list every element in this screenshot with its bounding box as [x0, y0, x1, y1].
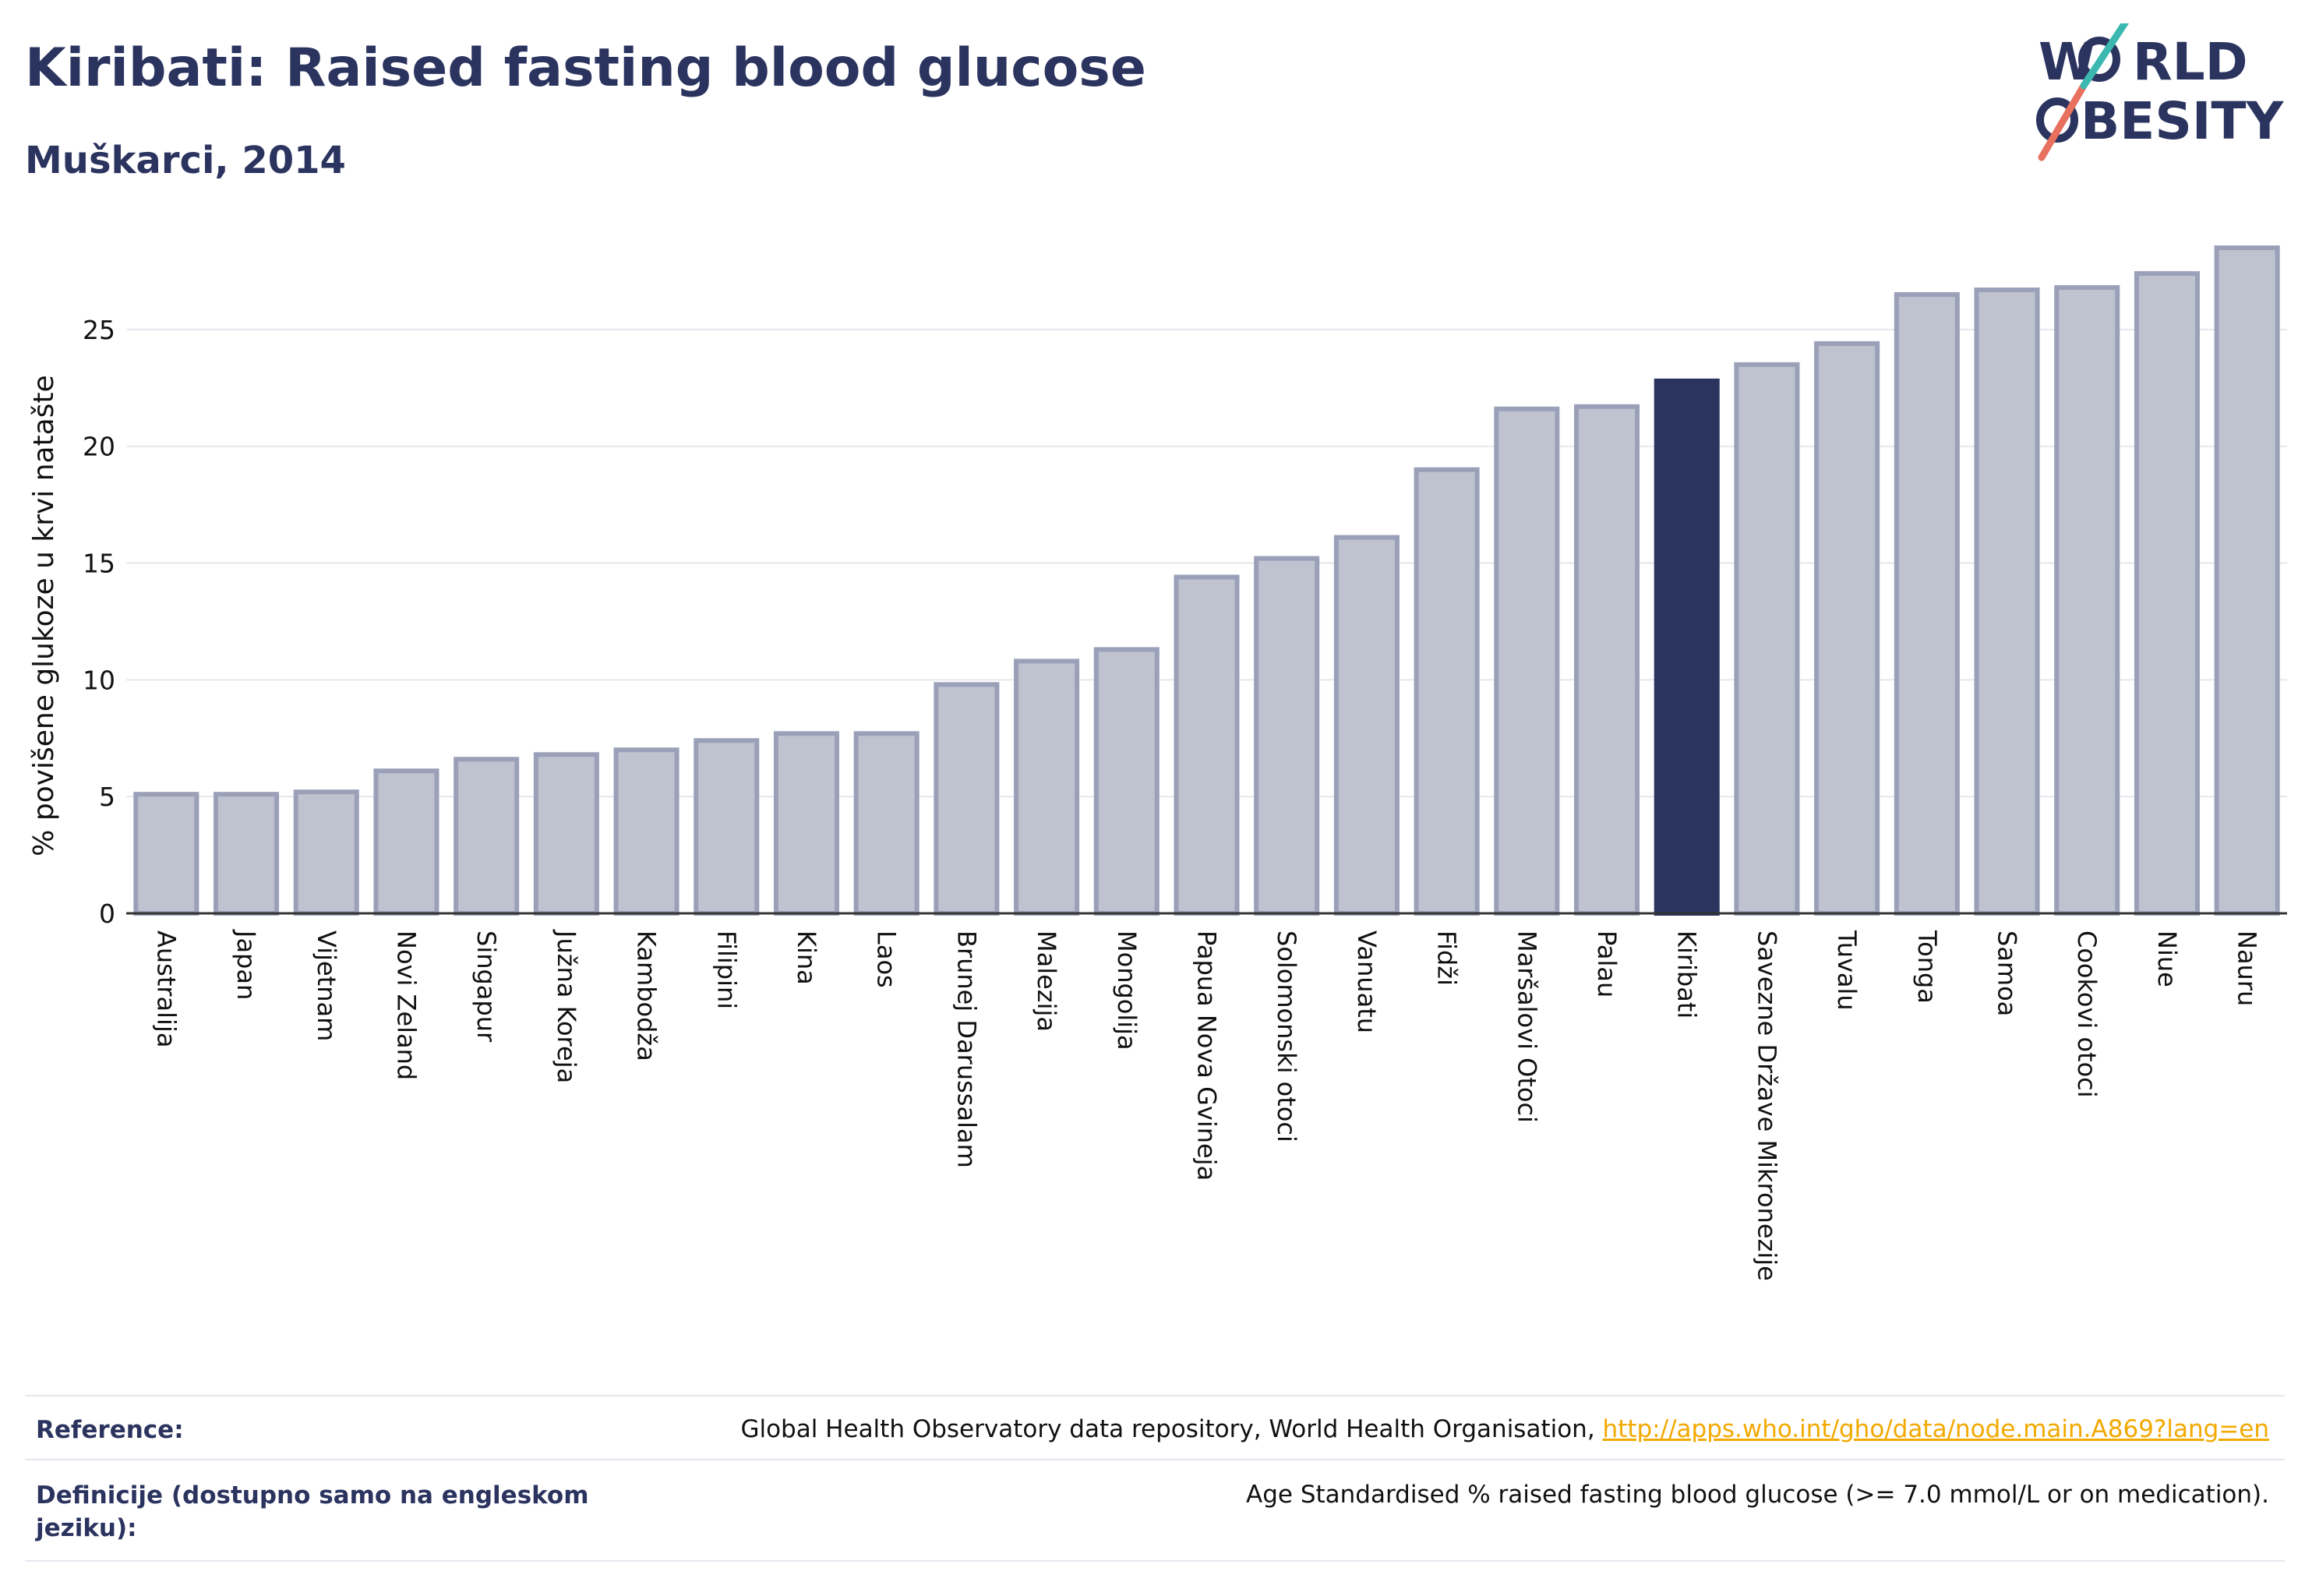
reference-link[interactable]: http://apps.who.int/gho/data/node.main.A…: [1602, 1415, 2269, 1443]
x-tick-label: Filipini: [711, 930, 741, 1009]
x-tick-label: Novi Zeland: [391, 930, 421, 1080]
bar: [2214, 245, 2280, 916]
bar: [1174, 574, 1240, 916]
bar: [133, 792, 199, 916]
x-tick-label: Tonga: [1912, 930, 1942, 1004]
bar: [934, 682, 1000, 916]
reference-label: Reference:: [36, 1416, 184, 1444]
y-tick-label: 15: [83, 549, 115, 579]
x-tick-label: Australija: [151, 930, 181, 1047]
x-tick-label: Savezne Države Mikronezije: [1752, 930, 1781, 1281]
y-tick-label: 0: [99, 899, 115, 929]
x-tick-label: Kiribati: [1672, 930, 1702, 1019]
x-tick-label: Tuvalu: [1832, 930, 1862, 1011]
x-tick-label: Cookovi otoci: [2072, 930, 2102, 1098]
bar: [533, 752, 599, 916]
x-tick-label: Malezija: [1032, 930, 1061, 1032]
x-tick-label: Nauru: [2233, 930, 2262, 1006]
y-tick-label: 5: [99, 782, 115, 812]
definition-row: Definicije (dostupno samo na engleskom j…: [25, 1459, 2285, 1562]
x-tick-label: Samoa: [1993, 930, 2022, 1016]
bar: [1014, 659, 1080, 916]
x-tick-label: Japan: [231, 929, 261, 1000]
bar: [773, 731, 840, 916]
bar: [1734, 362, 1800, 916]
bar: [1573, 404, 1640, 916]
world-obesity-logo: W RLD BESITY: [2036, 23, 2285, 161]
reference-text: Global Health Observatory data repositor…: [740, 1415, 1595, 1443]
x-tick-label: Palau: [1592, 930, 1622, 998]
bar: [1414, 467, 1480, 916]
bar: [1093, 647, 1160, 916]
chart-title: Kiribati: Raised fasting blood glucose: [25, 37, 1146, 99]
x-tick-label: Kambodža: [632, 930, 662, 1061]
reference-row: Reference: Global Health Observatory dat…: [25, 1395, 2285, 1460]
bar: [214, 792, 280, 916]
definition-label: Definicije (dostupno samo na engleskom j…: [36, 1481, 589, 1542]
bar: [373, 768, 439, 916]
x-tick-label: Brunej Darussalam: [951, 930, 981, 1168]
bar: [454, 757, 520, 916]
x-tick-label: Vanuatu: [1352, 930, 1382, 1033]
bar: [1894, 291, 1960, 916]
y-tick-label: 25: [83, 315, 115, 345]
x-tick-label: Vijetnam: [312, 930, 341, 1041]
y-tick-label: 20: [83, 432, 115, 462]
bar-chart: 0 5 10 15 20 25 Australija Japan Vijetnam Novi Ze…: [28, 245, 2287, 1281]
bar: [613, 747, 679, 916]
bars: [133, 245, 2280, 916]
bar-highlighted: [1654, 378, 1720, 916]
x-tick-label: Južna Koreja: [552, 929, 581, 1083]
bar: [1814, 341, 1880, 916]
logo-besity: BESITY: [2081, 91, 2285, 151]
logo-rld: RLD: [2133, 32, 2248, 92]
bar: [2054, 284, 2120, 916]
bar: [1494, 406, 1560, 916]
bar: [1333, 535, 1400, 916]
definition-value: Age Standardised % raised fasting blood …: [1246, 1481, 2269, 1509]
x-tick-label: Niue: [2152, 930, 2182, 987]
bar: [853, 731, 920, 916]
x-tick-label: Mongolija: [1112, 930, 1142, 1050]
y-tick-label: 10: [83, 665, 115, 695]
bar: [293, 789, 359, 916]
x-tick-label: Papua Nova Gvineja: [1192, 930, 1222, 1181]
bar: [1974, 287, 2040, 916]
chart-subtitle: Muškarci, 2014: [25, 139, 346, 182]
reference-value: Global Health Observatory data repositor…: [740, 1415, 2269, 1443]
x-tick-label: Solomonski otoci: [1272, 930, 1301, 1142]
axes: 0 5 10 15 20 25 Australija Japan Vijetnam Novi Ze…: [83, 315, 2287, 1281]
bar: [694, 738, 760, 916]
x-tick-label: Laos: [872, 930, 902, 988]
y-axis-label: % povišene glukoze u krvi natašte: [28, 375, 60, 856]
x-tick-label: Fidži: [1432, 930, 1462, 986]
x-tick-label: Kina: [792, 930, 821, 985]
x-tick-label: Maršalovi Otoci: [1512, 930, 1541, 1123]
x-tick-label: Singapur: [471, 930, 501, 1043]
bar: [2134, 270, 2200, 916]
bar: [1254, 556, 1320, 916]
